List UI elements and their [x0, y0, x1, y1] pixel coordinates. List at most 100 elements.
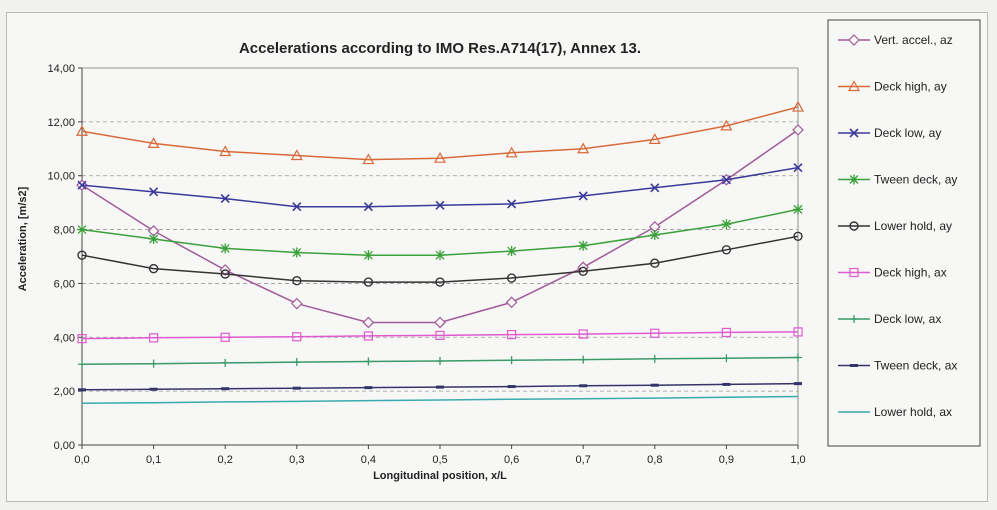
series-2 [75, 100, 805, 165]
legend-item: Lower hold, ay [838, 219, 952, 233]
series-line [81, 208, 799, 256]
legend-item: Deck low, ay [838, 126, 941, 140]
data-point [793, 231, 803, 242]
data-point [364, 357, 373, 366]
legend-label: Deck high, ay [874, 80, 947, 94]
data-point [363, 331, 373, 341]
series-9 [81, 395, 799, 405]
data-point [434, 316, 446, 329]
data-point [721, 219, 732, 230]
data-point [507, 356, 516, 365]
data-point [793, 163, 803, 173]
data-point [149, 359, 158, 368]
data-point [362, 153, 375, 165]
data-point [77, 250, 87, 260]
legend-label: Lower hold, ay [874, 219, 952, 233]
series-1 [76, 124, 804, 329]
series-8 [78, 382, 802, 392]
data-point [75, 125, 89, 136]
series-3 [77, 163, 803, 212]
series-6 [77, 327, 803, 344]
legend-label: Deck high, ax [874, 266, 947, 280]
data-point [220, 194, 230, 204]
y-tick-label: 6,00 [54, 278, 75, 290]
data-point [433, 151, 447, 163]
data-point [577, 142, 590, 154]
data-point [147, 137, 160, 148]
data-point [650, 183, 660, 193]
legend-marker [850, 315, 858, 323]
data-point [505, 146, 518, 158]
data-point [363, 250, 374, 261]
x-tick-label: 0,9 [719, 454, 734, 466]
data-point [506, 246, 517, 257]
y-axis-label: Acceleration, [m/s2] [17, 186, 29, 291]
x-tick-label: 1,0 [790, 454, 805, 466]
legend-item: Deck high, ax [838, 266, 947, 280]
series-line [81, 395, 799, 405]
data-point [149, 187, 159, 197]
legend-marker [849, 174, 859, 185]
legend-item: Vert. accel., az [838, 33, 953, 47]
series-7 [78, 353, 802, 369]
series-4 [77, 204, 803, 261]
data-point [292, 202, 302, 212]
data-point [793, 327, 803, 337]
chart-frame [6, 12, 988, 502]
data-point [505, 296, 518, 309]
data-point [579, 355, 588, 364]
data-point [720, 119, 733, 131]
data-point [650, 354, 659, 363]
data-point [291, 247, 302, 258]
y-tick-label: 2,00 [54, 386, 75, 398]
legend-item: Deck high, ay [838, 80, 947, 94]
data-point [220, 269, 230, 279]
data-point [77, 334, 87, 344]
y-tick-label: 14,00 [47, 63, 75, 75]
series-line [81, 235, 799, 283]
data-point [292, 276, 302, 286]
data-point [149, 333, 159, 343]
chart-title: Accelerations according to IMO Res.A714(… [239, 40, 641, 57]
legend-marker [847, 80, 861, 92]
data-point [148, 233, 159, 244]
data-point [220, 332, 230, 342]
data-point [721, 175, 731, 185]
data-point [650, 258, 660, 268]
plot-area: 0,00 2,00 4,00 6,00 8,00 10,00 12,00 14,00 0,0 0,… [47, 63, 805, 466]
legend-item: Deck low, ax [838, 312, 941, 326]
data-point [435, 330, 445, 341]
data-point [363, 277, 374, 287]
data-point [435, 250, 445, 261]
data-point [578, 240, 589, 251]
y-tick-label: 0,00 [54, 440, 75, 452]
x-tick-label: 0,8 [647, 454, 662, 466]
data-point [290, 149, 303, 161]
y-tick-label: 12,00 [47, 117, 75, 129]
x-tick-label: 0,1 [146, 454, 161, 466]
data-point [578, 329, 588, 339]
series-line [81, 331, 799, 340]
data-point [506, 273, 517, 283]
legend-marker [849, 221, 859, 231]
data-point [793, 204, 803, 215]
series-line [81, 166, 799, 208]
data-point [650, 328, 660, 338]
data-point [77, 180, 87, 190]
data-point [78, 360, 86, 369]
data-point [290, 297, 303, 310]
data-point [507, 329, 517, 340]
x-tick-label: 0,3 [289, 454, 304, 466]
data-point [435, 200, 445, 210]
data-point [507, 199, 517, 209]
legend-label: Vert. accel., az [874, 33, 953, 47]
data-point [219, 145, 232, 157]
x-tick-label: 0,7 [576, 454, 591, 466]
y-tick-label: 10,00 [47, 171, 75, 183]
legend-marker [849, 267, 859, 278]
data-point [221, 358, 230, 367]
y-tick-label: 4,00 [54, 332, 75, 344]
data-point [578, 191, 588, 201]
data-point [721, 245, 732, 255]
